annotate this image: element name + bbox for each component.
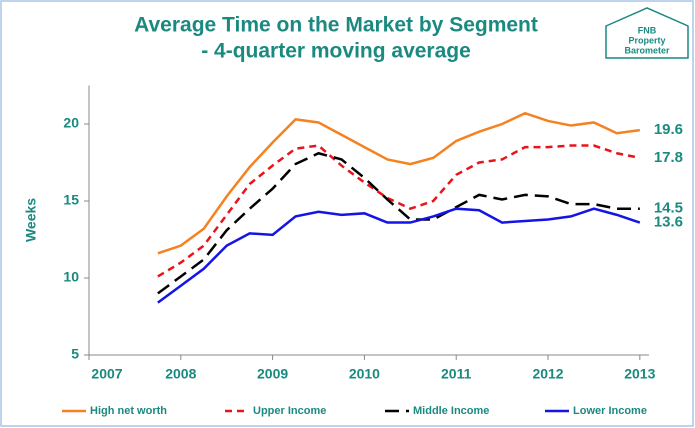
end-label: 19.6 <box>654 121 683 138</box>
x-tick-label: 2010 <box>349 366 380 382</box>
series-line <box>157 111 640 255</box>
logo-text: FNB <box>638 25 657 35</box>
logo-text: Property <box>628 35 665 45</box>
logo <box>605 7 689 59</box>
x-tick-label: 2008 <box>165 366 196 382</box>
x-tick-label: 2012 <box>532 366 563 382</box>
x-tick-label: 2011 <box>441 366 472 382</box>
x-tick-label: 2009 <box>257 366 288 382</box>
y-tick-label: 15 <box>63 192 79 208</box>
y-tick-label: 20 <box>63 115 79 131</box>
y-tick-label: 5 <box>71 346 79 362</box>
x-tick-label: 2007 <box>91 366 122 382</box>
legend-label: High net worth <box>90 405 167 417</box>
legend-label: Upper Income <box>253 405 326 417</box>
y-axis-label: Weeks <box>23 198 39 242</box>
x-tick-label: 2013 <box>624 366 655 382</box>
series-line <box>157 144 641 278</box>
end-label: 17.8 <box>654 149 683 166</box>
y-tick-label: 10 <box>63 269 79 285</box>
chart-subtitle: - 4-quarter moving average <box>201 40 471 63</box>
series-line <box>157 151 640 295</box>
chart-title: Average Time on the Market by Segment <box>134 14 538 37</box>
end-label: 14.5 <box>654 200 683 217</box>
series-line <box>157 207 641 304</box>
end-label: 13.6 <box>654 214 683 231</box>
legend-label: Lower Income <box>573 405 647 417</box>
logo-text: Barometer <box>624 45 670 55</box>
legend-label: Middle Income <box>413 405 489 417</box>
